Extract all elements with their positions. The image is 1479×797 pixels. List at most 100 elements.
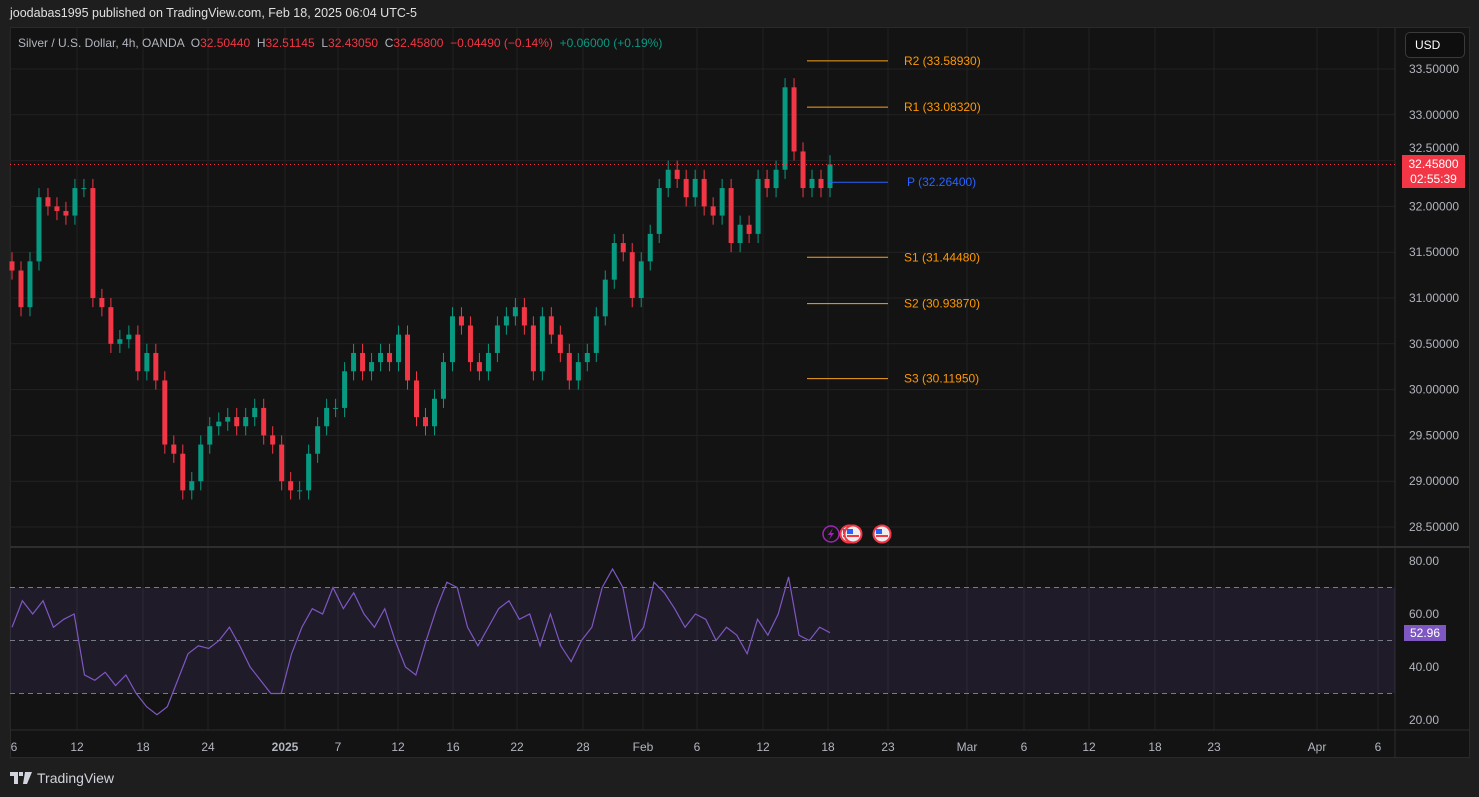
y-tick-label: 28.50000 [1409, 520, 1459, 534]
tradingview-logo[interactable]: TradingView [10, 770, 114, 786]
candle [728, 188, 734, 244]
rsi-line [11, 567, 831, 716]
candle [252, 407, 258, 418]
y-tick-label: 33.50000 [1409, 62, 1459, 76]
x-tick-label: 6 [1375, 740, 1382, 754]
candle [288, 481, 294, 491]
x-tick-label: 18 [1148, 740, 1162, 754]
x-tick-label: Feb [633, 740, 654, 754]
candle [512, 307, 518, 317]
candle [422, 417, 428, 427]
lightning-glyph [828, 528, 834, 540]
flag-canton [847, 529, 853, 534]
chart-frame[interactable] [10, 27, 1470, 758]
change-value-2: +0.06000 (+0.19%) [559, 36, 663, 50]
candle [584, 352, 590, 363]
candle [800, 151, 806, 189]
candle [324, 407, 330, 427]
candle [683, 178, 689, 198]
candle [458, 316, 464, 326]
candle [243, 417, 249, 427]
candle [216, 421, 222, 427]
candle [189, 481, 195, 491]
candle [539, 316, 545, 372]
pivot-label: R2 (33.58930) [904, 54, 981, 68]
x-tick-label: 18 [136, 740, 150, 754]
candle [440, 362, 446, 399]
candle [90, 188, 96, 298]
open-label: O [190, 36, 201, 50]
flag-stripe [847, 535, 859, 537]
candle [782, 87, 788, 170]
candle [315, 426, 321, 454]
candle [99, 298, 105, 308]
candle [153, 352, 159, 381]
candle [351, 352, 357, 372]
currency-button[interactable]: USD [1405, 32, 1465, 58]
candle [548, 316, 554, 335]
candle [225, 417, 231, 422]
candle [162, 380, 168, 445]
candle [620, 243, 626, 253]
candle [207, 426, 213, 445]
candle [701, 178, 707, 207]
candle [629, 252, 635, 298]
x-tick-label: 6 [1021, 740, 1028, 754]
x-tick-label: Apr [1308, 740, 1327, 754]
candle [387, 352, 393, 363]
x-tick-label: 23 [881, 740, 895, 754]
high-label: H [256, 36, 266, 50]
candle [144, 352, 150, 372]
symbol-legend: Silver / U.S. Dollar, 4h, OANDA O32.5044… [18, 36, 662, 50]
candle [809, 178, 815, 189]
rsi-value-badge: 52.96 [1404, 625, 1446, 641]
candle [773, 169, 779, 189]
candle [593, 316, 599, 353]
candle [36, 197, 42, 262]
candle [279, 444, 285, 482]
candle [126, 334, 132, 340]
candle [414, 380, 420, 418]
candle [180, 453, 186, 491]
candle [719, 188, 725, 216]
candle [333, 407, 339, 409]
candle [575, 362, 581, 381]
x-tick-label: 12 [391, 740, 405, 754]
y-tick-label: 32.50000 [1409, 141, 1459, 155]
candle [378, 352, 384, 363]
candle [234, 417, 240, 427]
candle [467, 325, 473, 363]
candle [198, 444, 204, 482]
symbol-name[interactable]: Silver / U.S. Dollar, 4h, OANDA [18, 36, 185, 50]
candle [431, 398, 437, 427]
x-tick-label: 23 [1207, 740, 1221, 754]
candle [755, 178, 761, 234]
candle [791, 87, 797, 152]
x-tick-label: 12 [70, 740, 84, 754]
candle [342, 371, 348, 408]
pivot-label: S1 (31.44480) [904, 250, 980, 264]
candle [261, 407, 267, 436]
candle [827, 164, 833, 189]
candle [108, 307, 114, 344]
tradingview-logo-icon [10, 772, 32, 784]
y-tick-label: 29.00000 [1409, 474, 1459, 488]
candle [9, 261, 15, 271]
candle [647, 233, 653, 262]
candle [405, 334, 411, 381]
candle [396, 334, 402, 363]
close-value: 32.45800 [393, 36, 444, 50]
candle [297, 490, 303, 492]
candle [81, 188, 87, 190]
change-value: −0.04490 (−0.14%) [450, 36, 553, 50]
x-tick-label: 16 [446, 740, 460, 754]
open-value: 32.50440 [200, 36, 251, 50]
candle [503, 316, 509, 326]
candle [135, 334, 141, 372]
flag-stripe [876, 535, 888, 537]
publisher-line: joodabas1995 published on TradingView.co… [10, 6, 417, 20]
candle [521, 307, 527, 326]
y-tick-label: 30.50000 [1409, 337, 1459, 351]
price-badge: 32.45800 02:55:39 [1402, 155, 1465, 188]
